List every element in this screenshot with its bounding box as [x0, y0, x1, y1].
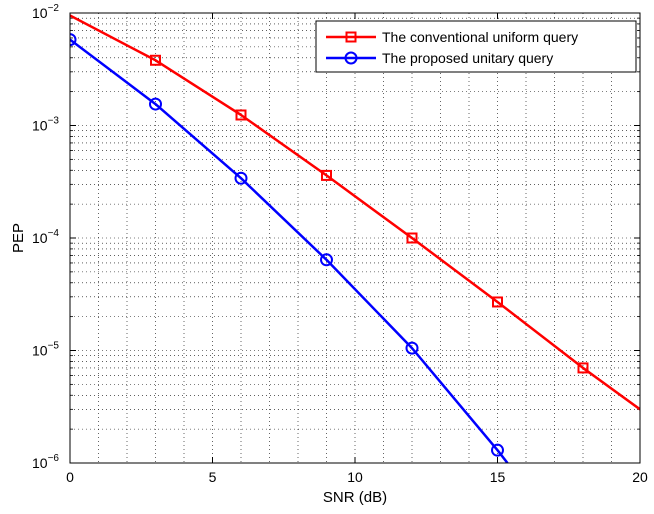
data-point [149, 97, 162, 111]
data-point [405, 341, 419, 355]
plot-frame [69, 12, 641, 464]
data-point [70, 33, 77, 47]
y-tick-label: 10−6 [32, 453, 59, 471]
legend-box [315, 20, 637, 73]
data-point [492, 296, 503, 308]
data-point [150, 54, 161, 66]
data-point [406, 232, 418, 244]
series-line [70, 38, 509, 463]
x-tick-label: 20 [632, 469, 648, 485]
legend-label: The proposed unitary query [382, 50, 553, 66]
data-point [321, 169, 332, 181]
legend-label: The conventional uniform query [382, 29, 578, 45]
x-tick-label: 15 [490, 469, 506, 485]
series-2 [70, 33, 509, 463]
data-point [235, 109, 247, 121]
legend-square-marker [345, 31, 357, 43]
x-tick-label: 10 [347, 469, 363, 485]
x-axis-label: SNR (dB) [323, 489, 387, 506]
legend-circle-marker [344, 51, 358, 65]
tick-labels: 0 5 10 15 20 10−6 10−5 10−4 10−3 10−2 [32, 3, 648, 485]
series-layer [70, 14, 640, 463]
x-tick-label: 5 [209, 469, 217, 485]
data-point [577, 362, 589, 374]
y-tick-label: 10−2 [32, 3, 59, 21]
data-point [491, 443, 504, 457]
series-1 [70, 14, 640, 411]
y-tick-label: 10−5 [32, 341, 59, 359]
legend: The conventional uniform query The propos… [315, 20, 637, 73]
y-tick-label: 10−4 [32, 228, 59, 246]
x-tick-label: 0 [66, 469, 74, 485]
grid [70, 12, 640, 464]
data-point [320, 253, 333, 267]
y-axis-label: PEP [10, 223, 27, 253]
y-tick-label: 10−3 [32, 116, 59, 134]
series-line [70, 14, 640, 411]
data-point [234, 171, 248, 185]
